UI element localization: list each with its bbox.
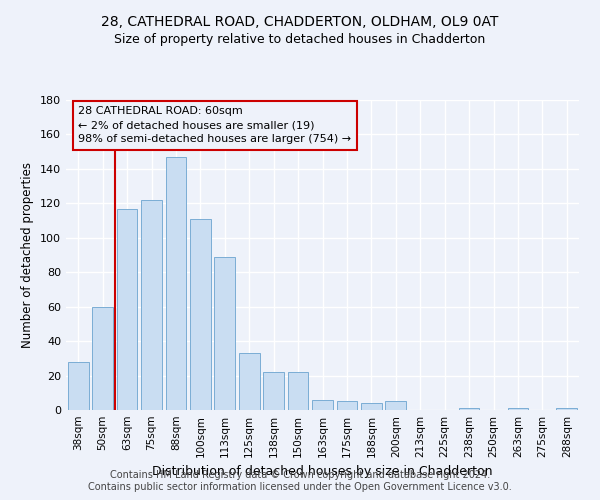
- Bar: [214, 256, 235, 410]
- Bar: [556, 408, 577, 410]
- Text: 28 CATHEDRAL ROAD: 60sqm
← 2% of detached houses are smaller (19)
98% of semi-de: 28 CATHEDRAL ROAD: 60sqm ← 2% of detache…: [78, 106, 352, 144]
- Bar: [92, 306, 113, 410]
- Text: Size of property relative to detached houses in Chadderton: Size of property relative to detached ho…: [115, 32, 485, 46]
- Bar: [68, 362, 89, 410]
- Text: 28, CATHEDRAL ROAD, CHADDERTON, OLDHAM, OL9 0AT: 28, CATHEDRAL ROAD, CHADDERTON, OLDHAM, …: [101, 15, 499, 29]
- Bar: [337, 402, 358, 410]
- Bar: [508, 408, 529, 410]
- X-axis label: Distribution of detached houses by size in Chadderton: Distribution of detached houses by size …: [152, 466, 493, 478]
- Bar: [287, 372, 308, 410]
- Text: Contains HM Land Registry data © Crown copyright and database right 2024.: Contains HM Land Registry data © Crown c…: [110, 470, 490, 480]
- Bar: [141, 200, 162, 410]
- Bar: [166, 157, 187, 410]
- Bar: [361, 403, 382, 410]
- Bar: [263, 372, 284, 410]
- Text: Contains public sector information licensed under the Open Government Licence v3: Contains public sector information licen…: [88, 482, 512, 492]
- Bar: [458, 408, 479, 410]
- Bar: [385, 402, 406, 410]
- Y-axis label: Number of detached properties: Number of detached properties: [22, 162, 34, 348]
- Bar: [312, 400, 333, 410]
- Bar: [190, 219, 211, 410]
- Bar: [116, 208, 137, 410]
- Bar: [239, 353, 260, 410]
